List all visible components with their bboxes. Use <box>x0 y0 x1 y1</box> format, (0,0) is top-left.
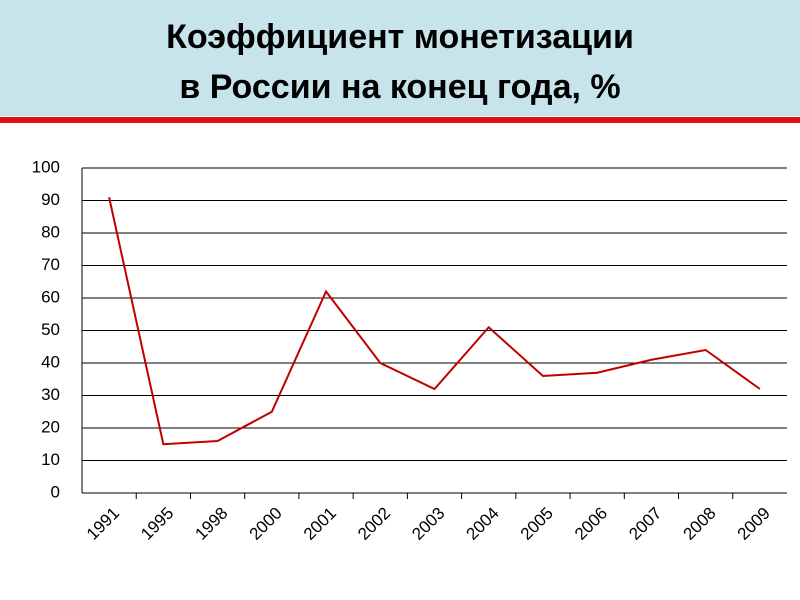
x-tick-label: 1995 <box>137 504 177 544</box>
y-tick-label: 100 <box>32 157 60 176</box>
y-tick-label: 70 <box>41 255 60 274</box>
x-tick-label: 2001 <box>300 504 340 544</box>
y-tick-label: 60 <box>41 287 60 306</box>
header-rule <box>0 117 800 123</box>
y-tick-label: 10 <box>41 450 60 469</box>
y-tick-label: 80 <box>41 222 60 241</box>
x-tick-label: 2004 <box>463 504 503 544</box>
x-tick-label: 2005 <box>517 504 557 544</box>
y-tick-label: 20 <box>41 417 60 436</box>
x-tick-label: 2002 <box>354 504 394 544</box>
x-tick-label: 2007 <box>625 504 665 544</box>
chart-title: Коэффициент монетизации <box>166 18 634 56</box>
y-tick-label: 50 <box>41 320 60 339</box>
y-tick-label: 40 <box>41 352 60 371</box>
x-tick-label: 1991 <box>83 504 123 544</box>
chart-subtitle: в России на конец года, % <box>179 68 620 106</box>
y-tick-label: 30 <box>41 385 60 404</box>
x-tick-label: 1998 <box>191 504 231 544</box>
x-tick-label: 2009 <box>734 504 774 544</box>
header-band <box>0 0 800 116</box>
x-tick-label: 2008 <box>679 504 719 544</box>
x-tick-label: 2003 <box>408 504 448 544</box>
x-tick-label: 2006 <box>571 504 611 544</box>
x-tick-label: 2000 <box>246 504 286 544</box>
y-tick-label: 90 <box>41 190 60 209</box>
y-tick-label: 0 <box>51 482 60 501</box>
data-line <box>108 197 761 446</box>
